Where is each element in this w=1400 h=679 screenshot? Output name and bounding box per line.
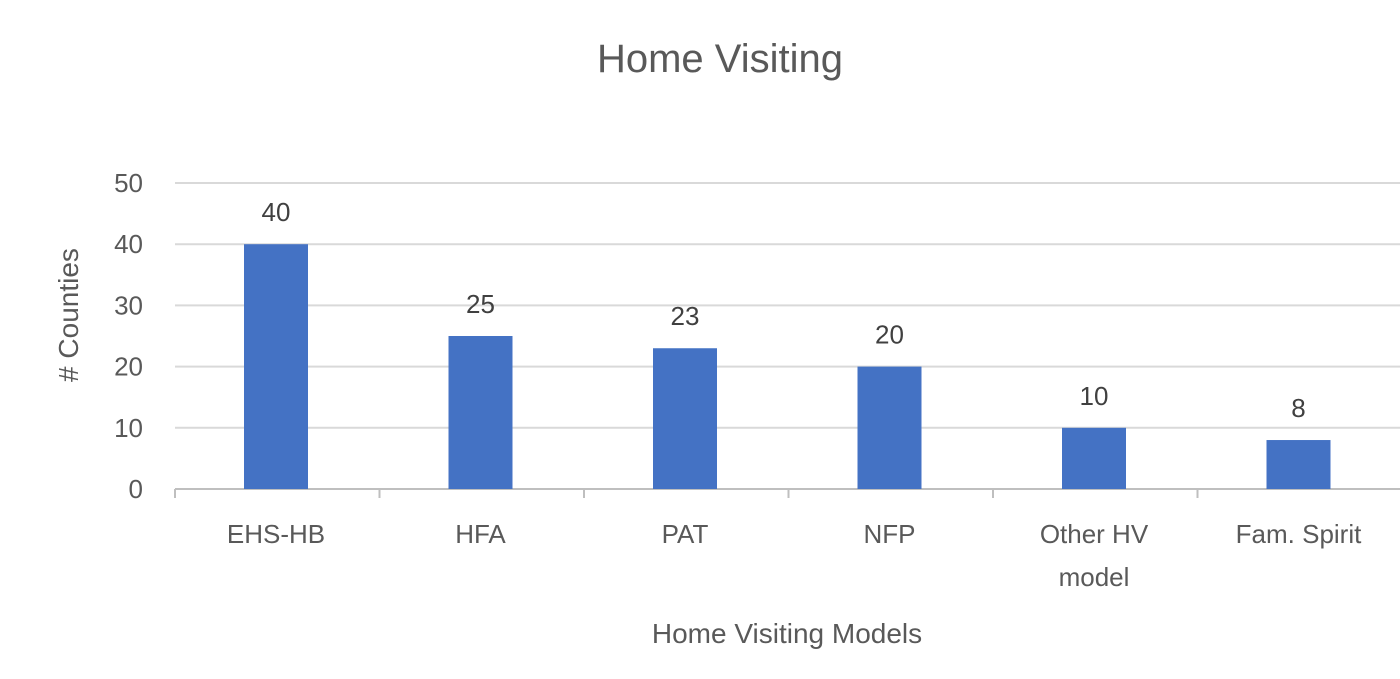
data-label: 20 [875, 320, 904, 350]
category-label: Fam. Spirit [1236, 519, 1362, 549]
bar [1266, 440, 1331, 489]
bar [448, 336, 513, 489]
chart-title: Home Visiting [597, 37, 843, 81]
data-label: 25 [466, 289, 495, 319]
data-labels: 40 25 23 20 10 8 [262, 197, 1306, 423]
gridlines [175, 182, 1400, 429]
y-tick-label: 20 [114, 352, 143, 382]
data-label: 23 [671, 301, 700, 331]
y-tick-label: 0 [129, 474, 143, 504]
data-label: 8 [1291, 393, 1305, 423]
y-tick-label: 30 [114, 290, 143, 320]
bar [653, 348, 717, 489]
y-tick-label: 10 [114, 413, 143, 443]
y-axis-title: # Counties [53, 248, 84, 382]
category-label: Other HV [1040, 519, 1149, 549]
category-label: PAT [662, 519, 709, 549]
data-label: 10 [1080, 381, 1109, 411]
category-labels: EHS-HB HFA PAT NFP Other HV model Fam. Spirit [227, 519, 1362, 592]
bar [244, 244, 308, 489]
bar [857, 366, 922, 489]
data-label: 40 [262, 197, 291, 227]
category-label: HFA [455, 519, 506, 549]
category-label: model [1059, 562, 1130, 592]
bar [1062, 427, 1126, 489]
y-tick-labels: 0 10 20 30 40 50 [114, 168, 143, 504]
x-tick-marks [174, 489, 1199, 498]
category-label: NFP [864, 519, 916, 549]
bars [244, 244, 1331, 489]
y-tick-label: 50 [114, 168, 143, 198]
y-tick-label: 40 [114, 229, 143, 259]
x-axis-title: Home Visiting Models [652, 618, 922, 649]
category-label: EHS-HB [227, 519, 325, 549]
